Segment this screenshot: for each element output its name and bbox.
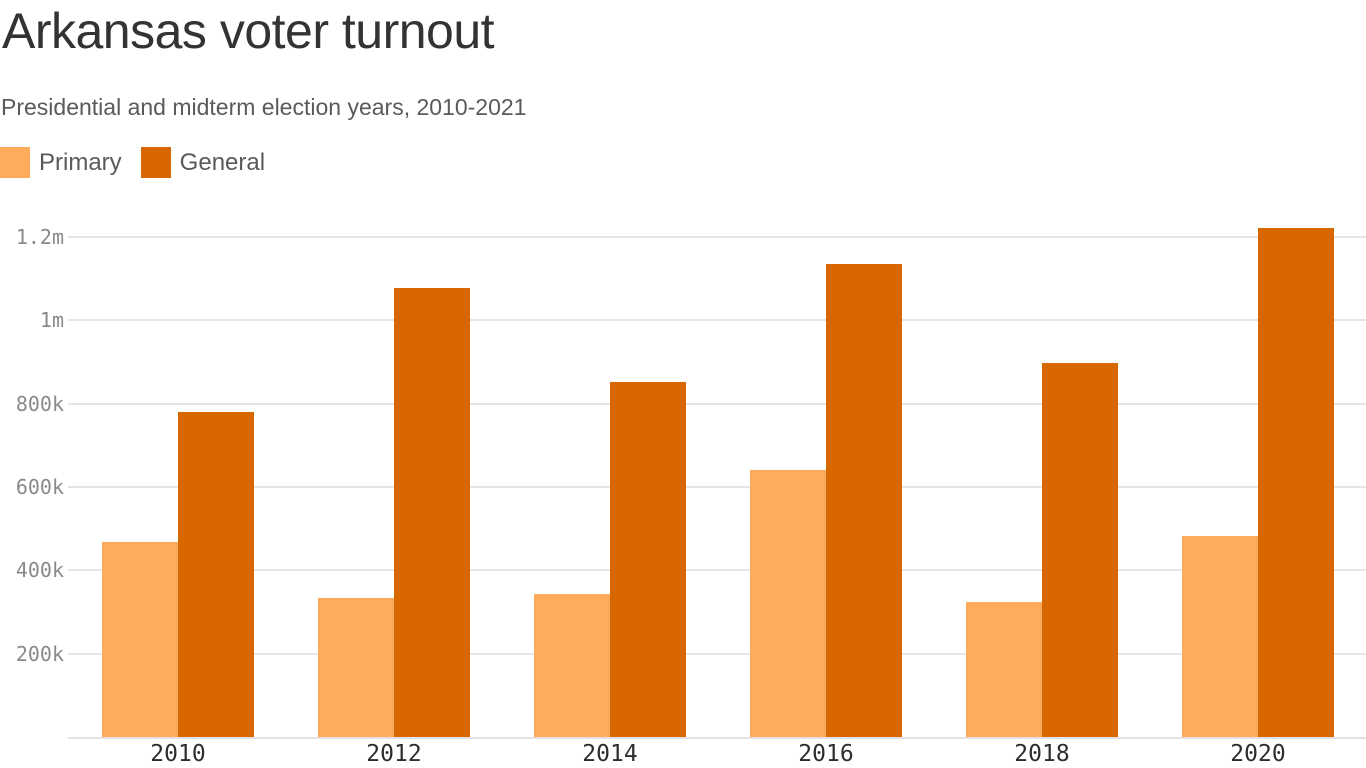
bar-primary-2020 <box>1182 535 1258 737</box>
bar-primary-2018 <box>966 601 1042 737</box>
bar-general-2010 <box>178 412 254 737</box>
bar-general-2020 <box>1258 228 1334 737</box>
y-tick-label: 800k <box>15 391 64 416</box>
legend-label: General <box>179 148 266 176</box>
chart-subtitle: Presidential and midterm election years,… <box>1 94 527 120</box>
x-tick-label: 2014 <box>582 741 638 767</box>
bar-general-2016 <box>826 264 902 737</box>
x-axis-line <box>68 737 1366 739</box>
y-tick-label: 200k <box>15 641 64 666</box>
legend-label: Primary <box>39 148 122 176</box>
gridline <box>68 402 1366 405</box>
x-tick-label: 2016 <box>798 741 854 767</box>
y-tick-label: 1.2m <box>15 225 64 249</box>
y-tick-label: 1m <box>39 308 64 333</box>
bar-primary-2010 <box>102 541 178 737</box>
x-tick-label: 2010 <box>150 741 206 767</box>
y-tick-label: 400k <box>15 558 64 583</box>
x-tick-label: 2012 <box>366 741 422 767</box>
bar-primary-2014 <box>534 593 610 737</box>
x-tick-label: 2018 <box>1014 741 1070 767</box>
gridline <box>68 236 1366 238</box>
legend-item-primary: Primary <box>0 147 122 178</box>
x-tick-label: 2020 <box>1230 741 1286 767</box>
bar-general-2014 <box>610 382 686 737</box>
gridline <box>68 652 1366 655</box>
bar-general-2012 <box>394 288 470 737</box>
legend: Primary General <box>0 147 284 178</box>
gridline <box>68 319 1366 322</box>
bar-general-2018 <box>1042 363 1118 737</box>
y-tick-label: 600k <box>15 475 64 499</box>
gridline <box>68 569 1366 572</box>
bar-primary-2016 <box>750 469 826 737</box>
chart-title: Arkansas voter turnout <box>2 3 495 59</box>
gridline <box>68 486 1366 488</box>
legend-item-general: General <box>140 147 266 178</box>
bar-primary-2012 <box>318 597 394 737</box>
legend-swatch-general <box>140 147 171 178</box>
legend-swatch-primary <box>0 147 30 178</box>
